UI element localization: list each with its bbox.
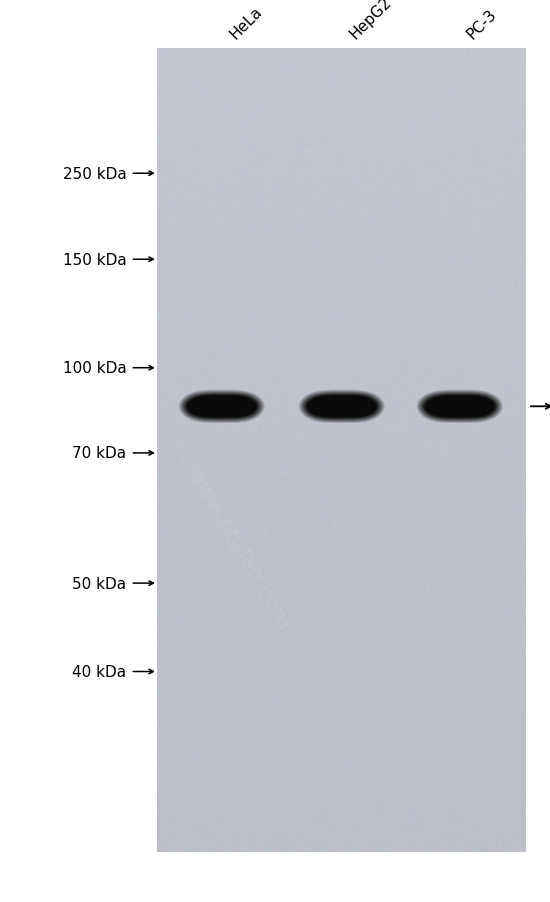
- Text: 100 kDa: 100 kDa: [63, 361, 126, 376]
- Text: PC-3: PC-3: [464, 7, 500, 42]
- Text: www.ptglab.com: www.ptglab.com: [183, 462, 293, 632]
- Text: 250 kDa: 250 kDa: [63, 167, 126, 181]
- Text: 50 kDa: 50 kDa: [73, 576, 126, 591]
- Text: HeLa: HeLa: [227, 5, 265, 42]
- Text: HepG2: HepG2: [346, 0, 394, 42]
- Text: 70 kDa: 70 kDa: [73, 446, 126, 461]
- Text: 150 kDa: 150 kDa: [63, 253, 126, 267]
- Text: 40 kDa: 40 kDa: [73, 664, 126, 679]
